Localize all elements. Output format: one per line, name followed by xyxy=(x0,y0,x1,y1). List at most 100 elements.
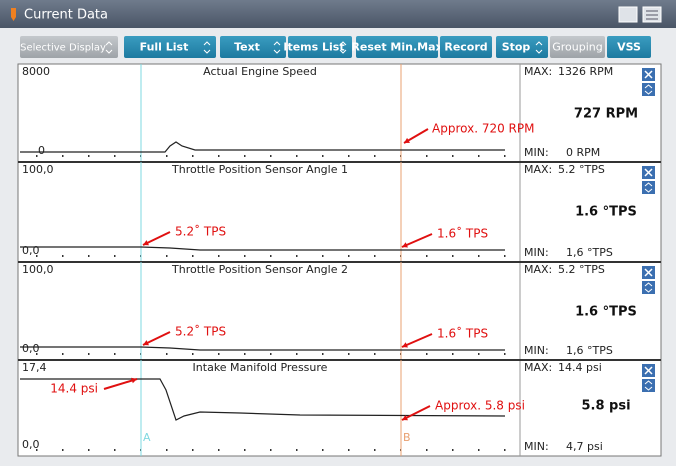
arrow-head xyxy=(131,377,137,384)
arrow-head xyxy=(404,137,410,143)
max-label: MAX: xyxy=(524,263,552,276)
panel-title: Throttle Position Sensor Angle 1 xyxy=(171,163,348,176)
tick-dot xyxy=(478,353,480,355)
tick-dot xyxy=(270,353,272,355)
trace xyxy=(20,378,506,421)
arrow-head xyxy=(143,340,149,346)
tick-dot xyxy=(114,449,116,451)
tick-dot xyxy=(296,449,298,451)
min-value: 4,7 psi xyxy=(566,440,603,453)
min-label: MIN: xyxy=(524,146,549,159)
toolbar-button[interactable] xyxy=(288,36,352,58)
tick-dot xyxy=(322,255,324,257)
tick-dot xyxy=(452,353,454,355)
tick-dot xyxy=(348,353,350,355)
max-value: 5.2 °TPS xyxy=(558,263,605,276)
help-button[interactable] xyxy=(618,6,638,23)
cursor-label: A xyxy=(143,431,151,444)
scale-min: 0,0 xyxy=(22,342,40,355)
tick-dot xyxy=(296,155,298,157)
trace xyxy=(20,246,505,251)
annotation-arrow xyxy=(401,233,433,248)
tick-dot xyxy=(322,353,324,355)
tick-dot xyxy=(374,353,376,355)
annotation: 1.6˚ TPS xyxy=(437,226,488,241)
tick-dot xyxy=(218,449,220,451)
max-label: MAX: xyxy=(524,65,552,78)
min-label: MIN: xyxy=(524,440,549,453)
tick-dot xyxy=(36,155,38,157)
scale-max: 17,4 xyxy=(22,361,47,374)
current-value: 1.6 °TPS xyxy=(575,305,637,320)
scale-max: 100,0 xyxy=(22,263,54,276)
max-value: 14.4 psi xyxy=(558,361,602,374)
toolbar-button[interactable] xyxy=(440,36,492,58)
tick-dot xyxy=(244,255,246,257)
button-label: Grouping xyxy=(552,41,603,54)
tick-dot xyxy=(166,255,168,257)
tick-dot xyxy=(114,155,116,157)
min-label: MIN: xyxy=(524,344,549,357)
tick-dot xyxy=(478,255,480,257)
toolbar-button[interactable] xyxy=(20,36,118,58)
move-button[interactable] xyxy=(642,379,655,392)
tick-dot xyxy=(88,449,90,451)
tick-dot xyxy=(426,449,428,451)
annotation: 14.4 psi xyxy=(50,382,98,396)
button-label: Record xyxy=(444,41,487,54)
button-label: Selective Display xyxy=(20,43,106,54)
max-label: MAX: xyxy=(524,163,552,176)
tick-dot xyxy=(166,155,168,157)
tick-dot xyxy=(166,353,168,355)
title-icon xyxy=(11,8,16,21)
cursor-label: B xyxy=(403,431,411,444)
toolbar-button[interactable] xyxy=(496,36,548,58)
min-value: 1,6 °TPS xyxy=(566,246,613,259)
title-bar xyxy=(0,0,676,28)
min-value: 1,6 °TPS xyxy=(566,344,613,357)
tick-dot xyxy=(244,155,246,157)
arrow-head xyxy=(402,242,408,248)
panel: 100,0 0,0 Throttle Position Sensor Angle 2… xyxy=(18,261,661,360)
move-button[interactable] xyxy=(642,281,655,294)
tick-dot xyxy=(244,353,246,355)
dropdown-icon xyxy=(273,41,281,54)
panel-title: Throttle Position Sensor Angle 2 xyxy=(171,263,348,276)
tick-dot xyxy=(426,353,428,355)
tick-dot xyxy=(36,255,38,257)
move-icon xyxy=(644,84,653,95)
max-label: MAX: xyxy=(524,361,552,374)
close-icon xyxy=(644,366,653,375)
toolbar-button[interactable] xyxy=(550,36,605,58)
move-icon xyxy=(644,282,653,293)
tick-dot xyxy=(192,449,194,451)
tick-dot xyxy=(192,255,194,257)
menu-icon xyxy=(646,10,658,20)
tick-dot xyxy=(114,255,116,257)
dropdown-icon xyxy=(105,41,113,54)
tick-dot xyxy=(504,449,506,451)
tick-dot xyxy=(192,353,194,355)
tick-dot xyxy=(88,255,90,257)
toolbar-button[interactable] xyxy=(124,36,216,58)
tick-dot xyxy=(452,155,454,157)
tick-dot xyxy=(452,449,454,451)
toolbar-button[interactable] xyxy=(220,36,286,58)
tick-dot xyxy=(62,353,64,355)
move-icon xyxy=(644,182,653,193)
annotation: 5.2˚ TPS xyxy=(175,324,226,339)
toolbar-button[interactable] xyxy=(356,36,438,58)
panel: 100,0 0,0 Throttle Position Sensor Angle 1… xyxy=(18,161,661,262)
min-label: MIN: xyxy=(524,246,549,259)
tick-dot xyxy=(36,353,38,355)
toolbar-button[interactable] xyxy=(607,36,651,58)
move-button[interactable] xyxy=(642,181,655,194)
move-button[interactable] xyxy=(642,83,655,96)
panel-title: Intake Manifold Pressure xyxy=(193,361,328,374)
trace xyxy=(20,141,505,153)
min-value: 0 RPM xyxy=(566,146,600,159)
tick-dot xyxy=(270,255,272,257)
annotation-arrow xyxy=(103,378,138,390)
tick-dot xyxy=(322,155,324,157)
tick-dot xyxy=(296,255,298,257)
